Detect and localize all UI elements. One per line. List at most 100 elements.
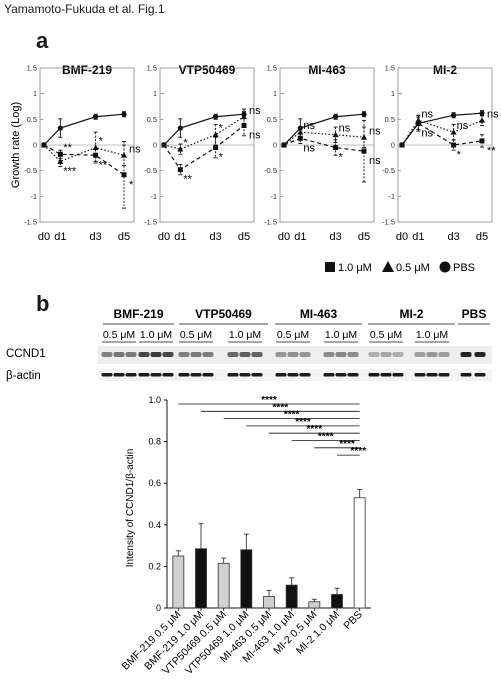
- y-tick-label: -1: [30, 192, 37, 201]
- data-point-mi-463-pbs: [361, 111, 367, 117]
- significance-label: ns: [369, 155, 381, 167]
- blot-band-actin: [227, 373, 239, 377]
- data-point-mi-2-1-0-um: [399, 142, 405, 148]
- blot-band-ccnd1: [113, 352, 125, 357]
- legend-label: PBS: [453, 262, 475, 274]
- y-tick-label: 1.5: [385, 64, 395, 73]
- y-tick-label: -1.5: [144, 218, 157, 227]
- data-point-mi-2-1-0-um: [415, 120, 421, 126]
- dose-label: 1.0 μM: [416, 329, 448, 341]
- bar-y-tick-label: 0.8: [148, 437, 161, 447]
- blot-band-ccnd1: [438, 352, 450, 357]
- blot-band-ccnd1: [474, 352, 486, 357]
- significance-label: *: [99, 136, 104, 148]
- series-line-bmf-219-1-0-um: [43, 144, 125, 176]
- y-tick-label: 0: [391, 141, 395, 150]
- blot-band-actin: [138, 373, 150, 377]
- blot-band-ccnd1: [426, 352, 438, 357]
- panel-a-y-axis-label: Growth rate (Log): [10, 102, 22, 188]
- bar-pbs: [353, 497, 366, 609]
- legend-marker-square: [325, 262, 335, 272]
- data-point-bmf-219-0-5-um: [120, 152, 127, 158]
- blot-band-actin: [178, 373, 190, 377]
- series-line-vtp50469-1-0-um: [163, 125, 245, 171]
- data-point-mi-463-0-5-um: [332, 131, 339, 138]
- blot-band-ccnd1: [162, 352, 174, 357]
- y-tick-label: 1: [391, 89, 395, 98]
- series-line-mi-463-1-0-um: [283, 137, 365, 152]
- y-tick-label: 0.5: [385, 115, 395, 124]
- dose-label: 0.5 μM: [103, 329, 135, 341]
- figure-title: Yamamoto-Fukuda et al. Fig.1: [4, 2, 165, 16]
- bar-y-tick-label: 0: [156, 603, 161, 613]
- data-point-mi-463-0-5-um: [360, 134, 367, 140]
- significance-label: ns: [421, 108, 433, 120]
- blot-band-actin: [299, 373, 311, 377]
- data-point-bmf-219-pbs: [121, 111, 127, 117]
- blot-band-actin: [275, 373, 287, 377]
- significance-label: ns: [129, 143, 141, 155]
- bar-mi-2-1-0-um: [331, 594, 343, 609]
- chart-title-vtp50469: VTP50469: [179, 63, 236, 77]
- series-line-bmf-219-0-5-um: [43, 144, 125, 163]
- data-point-bmf-219-0-5-um: [57, 158, 64, 164]
- blot-band-ccnd1: [202, 352, 214, 357]
- data-point-mi-463-1-0-um: [333, 145, 339, 151]
- legend-label: 1.0 μM: [338, 262, 372, 274]
- significance-label: ns: [421, 127, 433, 139]
- significance-label: **: [183, 174, 192, 186]
- bar-y-tick-label: 0.2: [148, 561, 161, 571]
- blot-band-ccnd1: [299, 352, 311, 357]
- blot-band-ccnd1: [287, 352, 299, 357]
- data-point-bmf-219-0-5-um: [92, 144, 99, 150]
- data-point-mi-2-1-0-um: [479, 138, 485, 144]
- y-tick-label: 0.5: [27, 115, 37, 124]
- significance-label: ***: [63, 165, 77, 177]
- y-tick-label: 1: [153, 89, 157, 98]
- x-tick-label: d0: [158, 231, 170, 243]
- significance-label: *: [219, 152, 224, 164]
- y-tick-label: 1.5: [147, 64, 157, 73]
- significance-label: ns: [369, 125, 381, 137]
- blot-band-ccnd1: [227, 352, 239, 357]
- legend-marker-circle: [439, 261, 451, 273]
- blot-band-actin: [251, 373, 263, 377]
- bar-vtp50469-1-0-um: [240, 549, 253, 609]
- data-point-bmf-219-1-0-um: [121, 172, 127, 178]
- significance-label: **: [63, 142, 72, 154]
- blot-band-actin: [380, 373, 392, 377]
- series-line-vtp50469-pbs: [163, 113, 245, 146]
- y-tick-label: -1: [150, 192, 157, 201]
- y-reference-dot: [162, 92, 164, 95]
- data-point-bmf-219-pbs: [57, 125, 63, 131]
- bar-significance-label: ****: [318, 432, 334, 443]
- y-tick-label: 1.5: [27, 64, 37, 73]
- data-point-mi-2-0-5-um: [478, 117, 485, 123]
- data-point-mi-463-1-0-um: [297, 135, 303, 141]
- data-point-bmf-219-1-0-um: [41, 142, 47, 148]
- y-reference-dot: [42, 92, 44, 95]
- data-point-vtp50469-pbs: [213, 114, 219, 120]
- y-reference-dot: [282, 92, 284, 95]
- significance-label: *: [457, 149, 462, 161]
- series-line-vtp50469-0-5-um: [163, 116, 245, 150]
- data-point-mi-463-1-0-um: [281, 142, 287, 148]
- blot-band-ccnd1: [335, 352, 347, 357]
- blot-band-actin: [438, 373, 450, 377]
- x-tick-label: d5: [476, 231, 488, 243]
- bar-mi-463-1-0-um: [285, 584, 298, 609]
- bar-significance-label: ****: [284, 410, 300, 421]
- y-tick-label: -1: [270, 192, 277, 201]
- data-point-bmf-219-1-0-um: [57, 151, 63, 157]
- x-tick-label: d3: [447, 231, 459, 243]
- x-tick-label: d3: [209, 231, 221, 243]
- x-tick-label: d1: [54, 231, 66, 243]
- blot-band-actin: [150, 373, 162, 377]
- chart-title-bmf-219: BMF-219: [62, 63, 112, 77]
- significance-label: **: [487, 145, 496, 157]
- blot-band-actin: [460, 373, 472, 377]
- significance-label: ns: [303, 120, 315, 132]
- x-tick-label: d1: [412, 231, 424, 243]
- x-tick-label: d0: [396, 231, 408, 243]
